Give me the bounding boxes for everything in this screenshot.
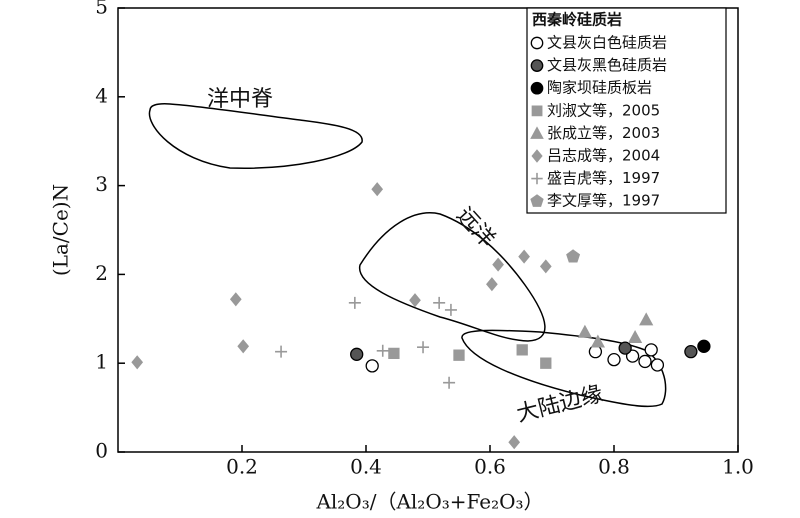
y-tick-label: 1 [95, 350, 108, 374]
legend-label: 吕志成等，2004 [547, 147, 660, 165]
marker [625, 349, 640, 363]
marker [371, 182, 384, 197]
region-label: 远洋 [451, 203, 499, 252]
y-tick-label: 5 [95, 0, 108, 19]
marker [539, 259, 552, 274]
marker [237, 339, 250, 354]
marker [348, 296, 361, 309]
y-tick-label: 0 [95, 439, 108, 463]
marker [618, 341, 632, 355]
marker [508, 435, 521, 450]
continental-margin-field [461, 329, 667, 408]
legend-title: 西秦岭硅质岩 [532, 11, 622, 29]
legend-marker [530, 194, 544, 207]
marker [417, 341, 430, 354]
legend-box [526, 7, 727, 214]
marker [638, 354, 652, 369]
legend-marker [530, 59, 544, 72]
marker [433, 296, 446, 309]
legend-marker [531, 105, 543, 117]
legend-marker [530, 36, 544, 50]
region-label: 洋中脊 [207, 87, 273, 112]
legend-label: 张成立等，2003 [547, 124, 660, 142]
legend-label: 陶家坝硅质板岩 [547, 79, 652, 97]
marker [350, 347, 364, 361]
marker [684, 345, 698, 359]
legend-label: 李文厚等，1997 [547, 192, 660, 210]
marker [453, 349, 465, 361]
legend-marker [531, 149, 543, 163]
marker [486, 277, 498, 292]
marker [275, 345, 288, 358]
marker [697, 339, 711, 353]
marker [365, 359, 379, 373]
y-tick-label: 3 [95, 172, 108, 196]
marker [443, 376, 456, 389]
marker [628, 330, 643, 344]
x-tick-label: 0.4 [350, 455, 382, 479]
y-tick-label: 4 [95, 83, 108, 107]
marker [590, 334, 605, 348]
marker [607, 352, 621, 367]
legend-label: 盛吉虎等，1997 [547, 169, 660, 187]
x-axis-label: Al₂O₃/（Al₂O₃+Fe₂O₃） [315, 490, 543, 514]
marker [492, 257, 504, 272]
marker [566, 249, 581, 263]
marker [131, 355, 144, 370]
marker [376, 344, 389, 357]
marker [577, 324, 592, 338]
marker [229, 292, 242, 307]
legend-marker [530, 81, 544, 95]
legend-label: 文县灰白色硅质岩 [547, 34, 667, 52]
x-tick-label: 0.2 [226, 455, 258, 479]
legend-marker [530, 126, 544, 139]
x-tick-label: 0.6 [474, 455, 506, 479]
marker [644, 343, 658, 357]
region-label: 大陆边缘 [514, 382, 605, 428]
mid-ocean-ridge-field [148, 103, 363, 169]
marker [409, 293, 421, 308]
pelagic-field [359, 212, 546, 342]
x-tick-label: 0.8 [598, 455, 630, 479]
marker [516, 344, 528, 356]
marker [540, 357, 552, 369]
marker [444, 303, 457, 316]
y-tick-label: 2 [95, 261, 108, 285]
y-axis-label: (La/Ce)N [49, 184, 73, 276]
x-tick-label: 1.0 [722, 455, 754, 479]
legend-marker [531, 172, 543, 185]
marker [639, 312, 654, 326]
legend-label: 刘淑文等，2005 [547, 101, 660, 119]
plot-frame [117, 7, 739, 453]
legend-label: 文县灰黑色硅质岩 [547, 56, 667, 74]
marker [518, 249, 530, 264]
marker [388, 347, 400, 360]
marker [650, 358, 665, 372]
